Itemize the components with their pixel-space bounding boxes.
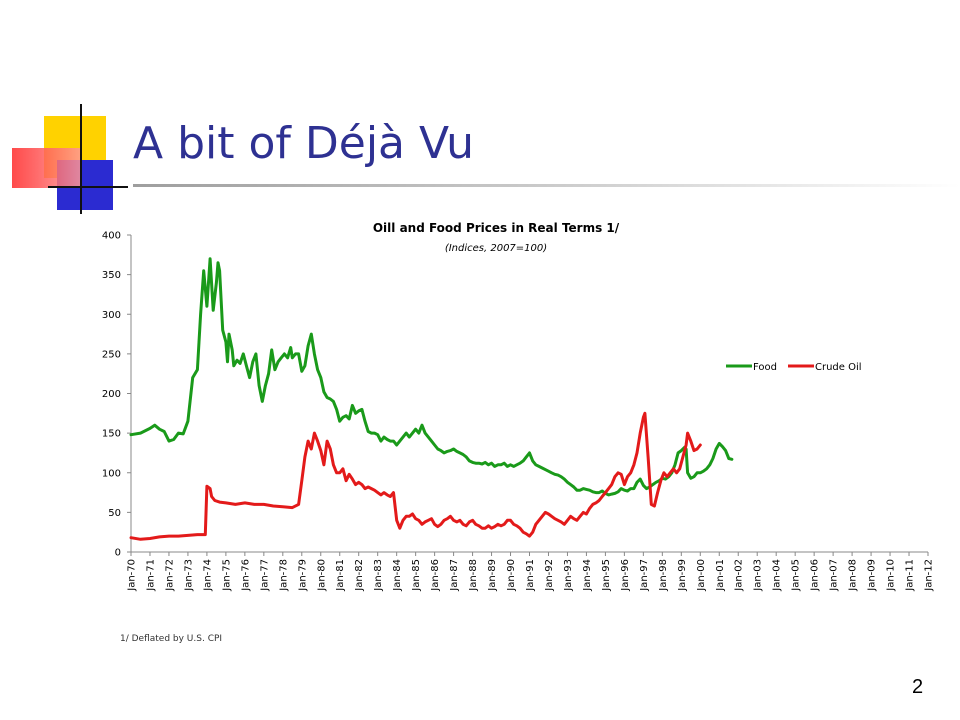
x-tick-label: Jan-83 (373, 559, 384, 592)
y-tick-label: 50 (108, 508, 121, 519)
x-tick-label: Jan-11 (905, 559, 916, 592)
x-tick-label: Jan-72 (164, 559, 175, 592)
x-tick-label: Jan-12 (924, 559, 935, 592)
x-tick-label: Jan-03 (753, 559, 764, 592)
x-tick-label: Jan-90 (506, 559, 517, 592)
x-tick-label: Jan-75 (221, 559, 232, 592)
chart-subtitle: (Indices, 2007=100) (445, 243, 547, 254)
y-tick-label: 350 (102, 270, 121, 281)
x-tick-label: Jan-84 (392, 559, 403, 592)
x-tick-label: Jan-81 (335, 559, 346, 592)
x-tick-label: Jan-98 (658, 559, 669, 592)
x-tick-label: Jan-05 (791, 559, 802, 592)
x-tick-label: Jan-77 (259, 559, 270, 592)
y-tick-label: 300 (102, 310, 121, 321)
x-tick-label: Jan-92 (544, 559, 555, 592)
x-tick-label: Jan-71 (145, 559, 156, 592)
legend-label-crude-oil: Crude Oil (815, 362, 862, 373)
y-tick-label: 150 (102, 429, 121, 440)
chart-title: Oill and Food Prices in Real Terms 1/ (373, 221, 620, 235)
legend-label-food: Food (753, 362, 777, 373)
x-tick-label: Jan-09 (867, 559, 878, 592)
slide-title: A bit of Déjà Vu (133, 118, 474, 169)
title-underline (133, 184, 960, 187)
x-tick-label: Jan-82 (354, 559, 365, 592)
x-tick-label: Jan-99 (677, 559, 688, 592)
deco-horizontal-line (48, 186, 128, 188)
y-tick-label: 100 (102, 468, 121, 479)
x-tick-label: Jan-96 (620, 559, 631, 592)
x-tick-label: Jan-91 (525, 559, 536, 592)
x-tick-label: Jan-00 (696, 559, 707, 592)
x-tick-label: Jan-70 (127, 559, 138, 592)
x-tick-label: Jan-02 (734, 559, 745, 592)
x-tick-label: Jan-85 (411, 559, 422, 592)
x-tick-label: Jan-73 (183, 559, 194, 592)
x-tick-label: Jan-76 (240, 559, 251, 592)
y-tick-label: 200 (102, 389, 121, 400)
x-tick-label: Jan-89 (487, 559, 498, 592)
x-tick-label: Jan-80 (316, 559, 327, 592)
x-tick-label: Jan-78 (278, 559, 289, 592)
series-line-crude-oil (129, 411, 702, 541)
x-tick-label: Jan-95 (601, 559, 612, 592)
x-tick-label: Jan-10 (886, 559, 897, 592)
y-tick-label: 0 (115, 548, 121, 559)
x-tick-label: Jan-87 (449, 559, 460, 592)
x-tick-label: Jan-79 (297, 559, 308, 592)
x-tick-label: Jan-94 (582, 559, 593, 592)
x-tick-label: Jan-01 (715, 559, 726, 592)
y-tick-label: 400 (102, 231, 121, 242)
x-tick-label: Jan-08 (848, 559, 859, 592)
deco-vertical-line (80, 104, 82, 214)
footnote: 1/ Deflated by U.S. CPI (120, 634, 223, 644)
y-tick-label: 250 (102, 349, 121, 360)
x-tick-label: Jan-97 (639, 559, 650, 592)
series-line-food (129, 257, 734, 497)
x-tick-label: Jan-93 (563, 559, 574, 592)
x-tick-label: Jan-86 (430, 559, 441, 592)
x-tick-label: Jan-74 (202, 559, 213, 592)
deco-red-square (12, 148, 82, 188)
x-tick-label: Jan-06 (810, 559, 821, 592)
x-tick-label: Jan-07 (829, 559, 840, 592)
page-number: 2 (912, 676, 924, 698)
x-tick-label: Jan-88 (468, 559, 479, 592)
x-tick-label: Jan-04 (772, 559, 783, 592)
